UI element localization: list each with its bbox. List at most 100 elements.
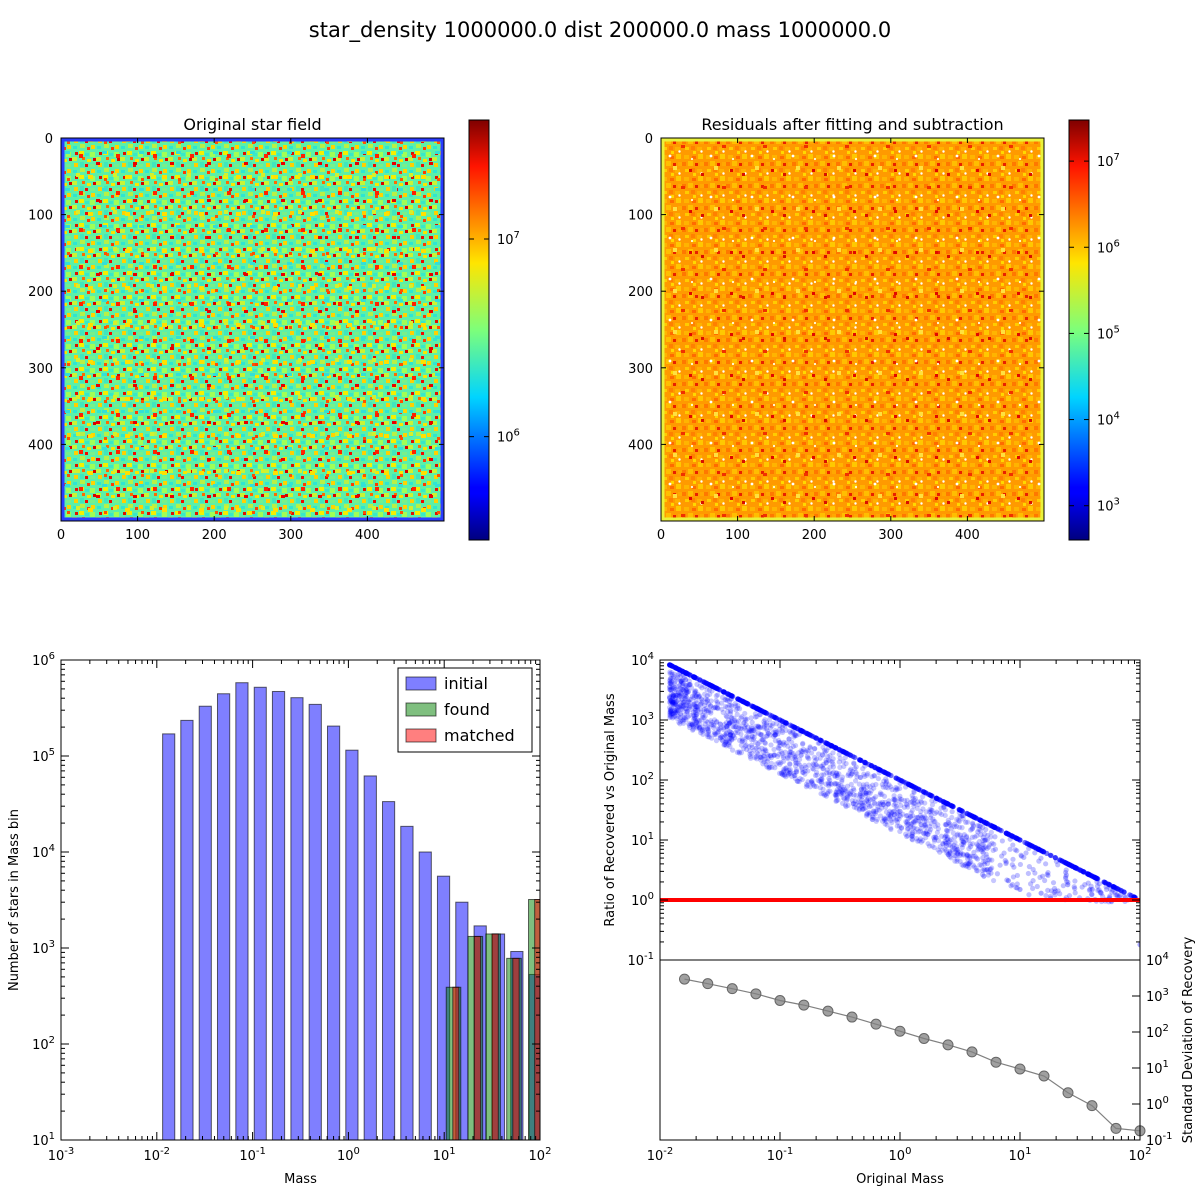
ratio-point xyxy=(915,815,921,821)
ratio-point xyxy=(898,796,905,803)
ratio-point xyxy=(844,788,850,794)
ratio-point xyxy=(683,687,689,693)
ratio-point xyxy=(755,751,761,757)
ratio-point xyxy=(908,823,914,830)
ratio-point xyxy=(715,728,722,734)
ratio-point xyxy=(959,813,965,819)
ratio-point xyxy=(828,781,835,787)
ratio-point xyxy=(668,707,674,713)
ratio-point xyxy=(723,733,729,739)
ratio-point xyxy=(943,832,949,838)
ratio-point xyxy=(1003,860,1009,867)
ratio-point xyxy=(759,708,765,714)
ratio-point xyxy=(1023,850,1029,856)
ratio-point xyxy=(840,784,846,790)
ratio-point xyxy=(871,785,877,791)
ratio-point xyxy=(960,812,967,818)
ratio-point xyxy=(903,819,909,825)
ratio-point xyxy=(960,839,966,845)
ratio-point xyxy=(697,683,703,689)
ratio-point xyxy=(706,728,712,734)
ratio-point xyxy=(693,704,700,710)
ratio-point xyxy=(681,688,687,694)
ratio-point xyxy=(740,737,746,744)
ratio-point xyxy=(681,715,687,721)
ratio-point xyxy=(922,800,928,806)
ratio-point xyxy=(903,780,909,786)
ratio-point xyxy=(670,699,676,705)
ratio-point xyxy=(860,766,866,772)
ratio-point xyxy=(728,729,734,735)
ratio-point xyxy=(727,728,733,735)
histogram-bar-initial xyxy=(216,693,231,1141)
ratio-point xyxy=(845,771,852,777)
ratio-point xyxy=(853,792,859,798)
ratio-point xyxy=(886,815,892,821)
ratio-point xyxy=(743,721,749,728)
ratio-point xyxy=(679,696,685,702)
ratio-point xyxy=(960,863,967,869)
ratio-point xyxy=(786,736,792,742)
ratio-point xyxy=(787,766,793,773)
ratio-point xyxy=(990,847,996,853)
ratio-point xyxy=(867,797,873,803)
ratio-point xyxy=(764,728,770,734)
ratio-point xyxy=(1082,882,1088,888)
ratio-point xyxy=(681,716,687,722)
ratio-point xyxy=(923,818,930,824)
ratio-point xyxy=(864,772,870,778)
ratio-point xyxy=(881,793,888,799)
ratio-point xyxy=(777,761,783,767)
ratio-point xyxy=(777,717,783,723)
ratio-point xyxy=(749,750,755,757)
histogram-bar-initial xyxy=(345,749,359,1141)
ratio-point xyxy=(869,774,875,780)
ratio-point xyxy=(675,704,681,711)
ratio-point xyxy=(1026,864,1032,870)
ratio-point xyxy=(958,835,964,841)
ratio-point xyxy=(859,800,865,806)
ratio-point xyxy=(667,680,673,686)
ratio-point xyxy=(1025,870,1031,877)
ratio-point xyxy=(808,750,815,756)
ratio-point xyxy=(683,706,690,712)
ratio-point xyxy=(768,753,774,759)
ratio-point xyxy=(873,781,879,788)
ratio-point xyxy=(909,833,915,839)
histogram-bar-matched xyxy=(512,957,520,1141)
ratio-sample-point xyxy=(813,762,819,768)
std-point xyxy=(726,983,738,995)
std-point xyxy=(942,1039,954,1051)
ratio-point xyxy=(989,840,995,846)
legend-label-matched: matched xyxy=(444,726,515,745)
ratio-point xyxy=(702,683,708,690)
ratio-point xyxy=(907,799,914,806)
ratio-point xyxy=(787,728,793,735)
ratio-point xyxy=(675,672,681,678)
ratio-point xyxy=(956,824,963,830)
ratio-point xyxy=(760,761,766,767)
ratio-point xyxy=(1012,847,1018,853)
ratio-point xyxy=(725,742,732,748)
ratio-point xyxy=(716,686,722,693)
ratio-point xyxy=(720,709,726,716)
std-ytick-label: 103 xyxy=(1146,987,1169,1005)
ratio-point xyxy=(772,738,778,744)
ratio-point xyxy=(790,750,797,757)
ratio-point xyxy=(820,752,826,758)
ratio-point xyxy=(987,857,993,863)
ratio-point xyxy=(793,759,799,765)
histogram-ytick-label: 101 xyxy=(32,1131,55,1149)
ratio-point xyxy=(947,838,953,844)
ratio-point xyxy=(759,745,765,751)
ratio-point xyxy=(909,799,915,805)
ratio-point xyxy=(829,743,835,749)
ratio-point xyxy=(669,679,675,685)
ratio-point xyxy=(697,677,703,683)
ratio-point xyxy=(885,801,891,807)
ratio-point xyxy=(701,709,707,715)
ratio-point xyxy=(720,738,726,744)
ratio-point xyxy=(675,691,681,698)
ratio-point xyxy=(1086,887,1093,893)
star-field-ytick-label: 200 xyxy=(28,285,53,300)
